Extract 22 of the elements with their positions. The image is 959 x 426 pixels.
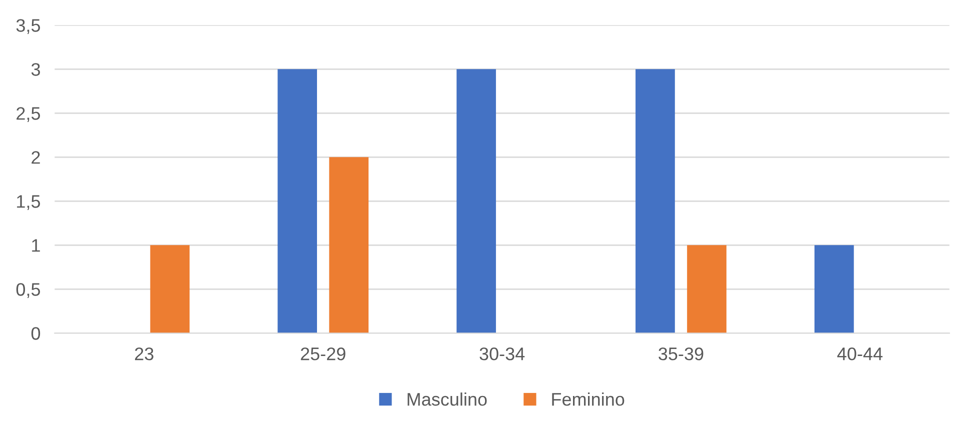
x-tick-label: 30-34	[480, 348, 525, 360]
bar	[687, 245, 726, 334]
y-tick-label: 3,5	[16, 19, 40, 34]
x-tick-label: 23	[135, 348, 154, 360]
bar	[456, 69, 496, 334]
x-tick-label: 35-39	[658, 348, 704, 360]
bar	[636, 69, 675, 334]
legend-label: Feminino	[552, 392, 624, 406]
y-tick-label: 0	[31, 327, 40, 340]
x-tick-label: 25-29	[300, 348, 346, 360]
y-tick-label: 3	[31, 63, 40, 76]
bar	[150, 245, 190, 334]
bar	[278, 69, 318, 334]
bar	[814, 245, 854, 334]
x-tick-label: 40-44	[837, 348, 882, 360]
bar	[329, 157, 369, 334]
y-tick-label: 1	[32, 239, 40, 252]
y-tick-label: 1,5	[17, 195, 40, 210]
y-tick-label: 2,5	[16, 107, 40, 122]
legend-label: Masculino	[408, 392, 487, 406]
y-tick-label: 0,5	[16, 283, 40, 298]
y-tick-label: 2	[32, 151, 40, 164]
